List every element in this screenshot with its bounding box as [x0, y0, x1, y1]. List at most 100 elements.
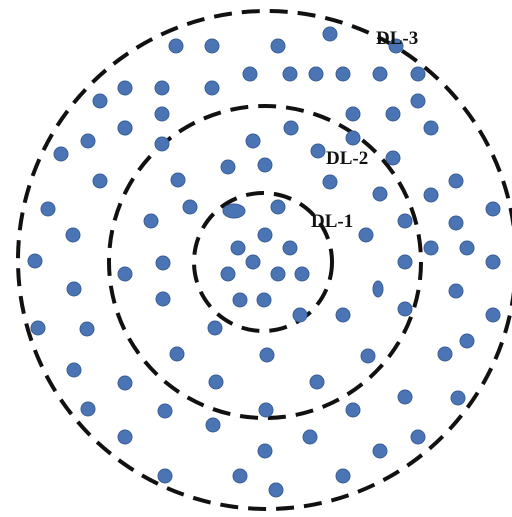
dot — [385, 106, 401, 122]
dot — [117, 375, 133, 391]
dot — [143, 213, 159, 229]
dot — [155, 255, 171, 271]
dot — [207, 320, 223, 336]
dot — [310, 143, 326, 159]
dot — [397, 213, 413, 229]
dot — [294, 266, 310, 282]
dot — [204, 80, 220, 96]
dot — [230, 240, 246, 256]
dot — [292, 307, 308, 323]
dot — [154, 106, 170, 122]
dot — [459, 240, 475, 256]
dot — [257, 157, 273, 173]
dot — [66, 362, 82, 378]
dot — [157, 403, 173, 419]
dot — [66, 281, 82, 297]
dot — [79, 321, 95, 337]
dot — [450, 390, 466, 406]
dot — [92, 93, 108, 109]
dot — [117, 120, 133, 136]
dot — [220, 266, 236, 282]
dot — [308, 66, 324, 82]
dot — [372, 186, 388, 202]
dot — [117, 80, 133, 96]
dot — [423, 187, 439, 203]
dot — [372, 66, 388, 82]
dot — [169, 346, 185, 362]
dot — [270, 199, 286, 215]
label-dl-1: DL-1 — [311, 211, 353, 232]
ring-dl-2 — [107, 104, 423, 420]
dot — [222, 203, 246, 219]
dot — [335, 307, 351, 323]
label-dl-2: DL-2 — [326, 148, 368, 169]
dot — [358, 227, 374, 243]
dot — [256, 292, 272, 308]
dot — [53, 146, 69, 162]
dot — [245, 133, 261, 149]
dot — [397, 389, 413, 405]
dot — [345, 106, 361, 122]
dot — [345, 130, 361, 146]
dot — [485, 307, 501, 323]
dot — [245, 254, 261, 270]
dot — [485, 201, 501, 217]
dot — [270, 38, 286, 54]
dot — [168, 38, 184, 54]
dot — [258, 402, 274, 418]
dot — [232, 292, 248, 308]
dot — [485, 254, 501, 270]
dot — [268, 482, 284, 498]
dot — [423, 240, 439, 256]
dot — [322, 26, 338, 42]
dot — [335, 66, 351, 82]
dot — [80, 401, 96, 417]
dot — [282, 66, 298, 82]
dot — [242, 66, 258, 82]
dot — [388, 38, 404, 54]
dot — [372, 443, 388, 459]
dot — [220, 159, 236, 175]
dot — [282, 240, 298, 256]
dot — [283, 120, 299, 136]
dot — [360, 348, 376, 364]
dot — [170, 172, 186, 188]
dot — [204, 38, 220, 54]
dot — [270, 266, 286, 282]
dot — [40, 201, 56, 217]
dot — [397, 301, 413, 317]
dot — [205, 417, 221, 433]
dot — [27, 253, 43, 269]
label-dl-3: DL-3 — [376, 28, 418, 49]
dot — [92, 173, 108, 189]
dot — [182, 199, 198, 215]
dot — [423, 120, 439, 136]
dots-layer — [27, 26, 501, 498]
dot — [302, 429, 318, 445]
dot — [345, 402, 361, 418]
dot — [208, 374, 224, 390]
dot — [309, 374, 325, 390]
ring-dl-1 — [192, 191, 334, 333]
dot — [448, 173, 464, 189]
dot — [80, 133, 96, 149]
dot — [397, 254, 413, 270]
dot — [385, 150, 401, 166]
dot — [155, 291, 171, 307]
dot — [410, 66, 426, 82]
dot — [372, 280, 384, 298]
dot — [232, 468, 248, 484]
dot — [448, 215, 464, 231]
dot — [322, 174, 338, 190]
dot — [30, 320, 46, 336]
dot — [157, 468, 173, 484]
dot — [410, 93, 426, 109]
dot — [259, 347, 275, 363]
dot — [459, 333, 475, 349]
dot — [117, 429, 133, 445]
dot — [257, 443, 273, 459]
dot — [117, 266, 133, 282]
dot — [335, 468, 351, 484]
dot — [257, 227, 273, 243]
